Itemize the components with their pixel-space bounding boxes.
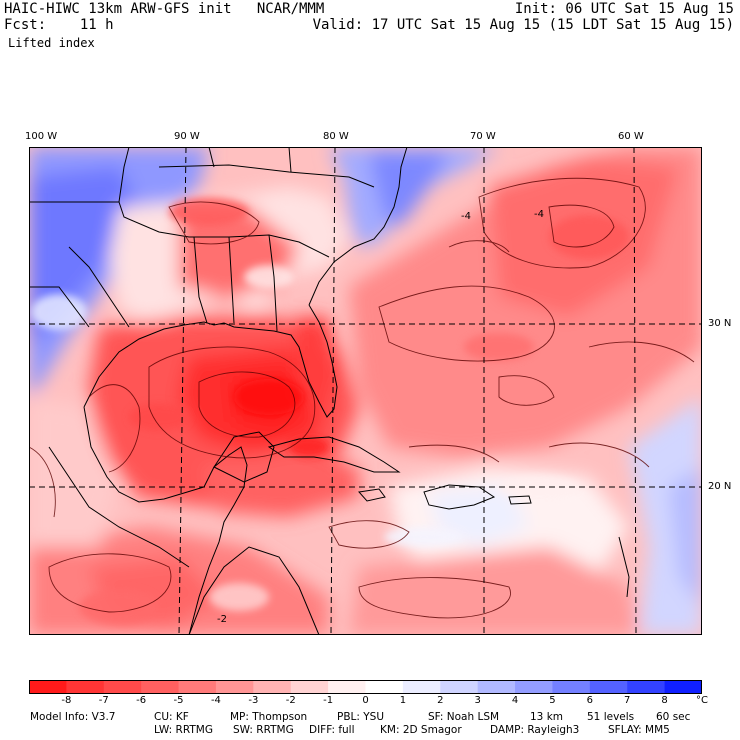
vertical-levels: 51 levels [587,711,635,723]
colorbar-swatch [627,680,666,694]
diffusion-option: DIFF: full [309,724,355,736]
colorbar-swatch [365,680,404,694]
shortwave-scheme: SW: RRTMG [233,724,294,736]
coastlines [29,147,630,635]
lon-label-100w: 100 W [25,131,58,142]
km-option: KM: 2D Smagor [380,724,462,736]
colorbar-swatch [589,680,628,694]
surface-layer-option: SFLAY: MM5 [608,724,670,736]
lon-label-80w: 80 W [323,131,349,142]
colorbar-swatch [66,680,105,694]
contour-lines [29,177,695,619]
model-title: HAIC-HIWC 13km ARW-GFS init NCAR/MMM [4,1,325,17]
lon-label-60w: 60 W [618,131,644,142]
contour-label: -4 [461,211,471,222]
colorbar-tick-label: -8 [61,695,72,706]
init-time: Init: 06 UTC Sat 15 Aug 15 [514,1,734,17]
map-frame [29,147,702,635]
colorbar-tick-label: -3 [248,695,259,706]
colorbar-swatch [215,680,254,694]
colorbar-tick-label: 8 [661,695,668,706]
field-name: Lifted index [8,36,95,50]
colorbar-tick-label: 0 [362,695,369,706]
colorbar-frame [29,680,702,694]
grid-spacing: 13 km [530,711,564,723]
time-step: 60 sec [656,711,691,723]
lon-label-70w: 70 W [470,131,496,142]
lat-lon-grid [29,147,702,635]
colorbar-swatch [29,680,67,694]
colorbar-tick-label: -1 [323,695,334,706]
colorbar-swatch [664,680,702,694]
colorbar-swatch [477,680,516,694]
colorbar-swatch [402,680,441,694]
contour-label: -2 [217,614,227,625]
damping-option: DAMP: Rayleigh3 [490,724,580,736]
longwave-scheme: LW: RRTMG [154,724,213,736]
colorbar-tick-label: 2 [437,695,444,706]
colorbar-tick-label: -7 [98,695,109,706]
colorbar-tick-label: 5 [549,695,556,706]
colorbar-swatch [440,680,479,694]
colorbar-tick-label: 3 [474,695,481,706]
colorbar-swatch [253,680,292,694]
colorbar-swatch [290,680,329,694]
contour-label: -4 [534,209,544,220]
colorbar-tick-label: -4 [210,695,221,706]
colorbar-swatch [103,680,142,694]
colorbar-tick-label: 7 [624,695,631,706]
cumulus-scheme: CU: KF [154,711,189,723]
microphysics-scheme: MP: Thompson [230,711,308,723]
valid-time: Valid: 17 UTC Sat 15 Aug 15 (15 LDT Sat … [312,17,734,33]
colorbar-swatch [515,680,553,694]
colorbar-swatch [178,680,217,694]
colorbar-tick-label: 4 [511,695,519,706]
colorbar [29,680,702,694]
surface-scheme: SF: Noah LSM [428,711,500,723]
colorbar-unit: °C [696,695,708,706]
pbl-scheme: PBL: YSU [337,711,385,723]
forecast-hour: Fcst: 11 h [4,17,114,33]
colorbar-swatch [552,680,591,694]
colorbar-tick-label: 1 [399,695,407,706]
lat-label-30n: 30 N [708,318,732,329]
colorbar-tick-label: 6 [586,695,594,706]
colorbar-swatch [141,680,180,694]
colorbar-tick-label: -6 [136,695,147,706]
model-version: Model Info: V3.7 [30,711,116,723]
colorbar-swatch [328,680,366,694]
lifted-index-map: -4 -4 -2 [29,147,702,635]
lon-label-90w: 90 W [174,131,200,142]
colorbar-tick-label: -5 [173,695,184,706]
lat-label-20n: 20 N [708,481,732,492]
colorbar-tick-label: -2 [285,695,296,706]
